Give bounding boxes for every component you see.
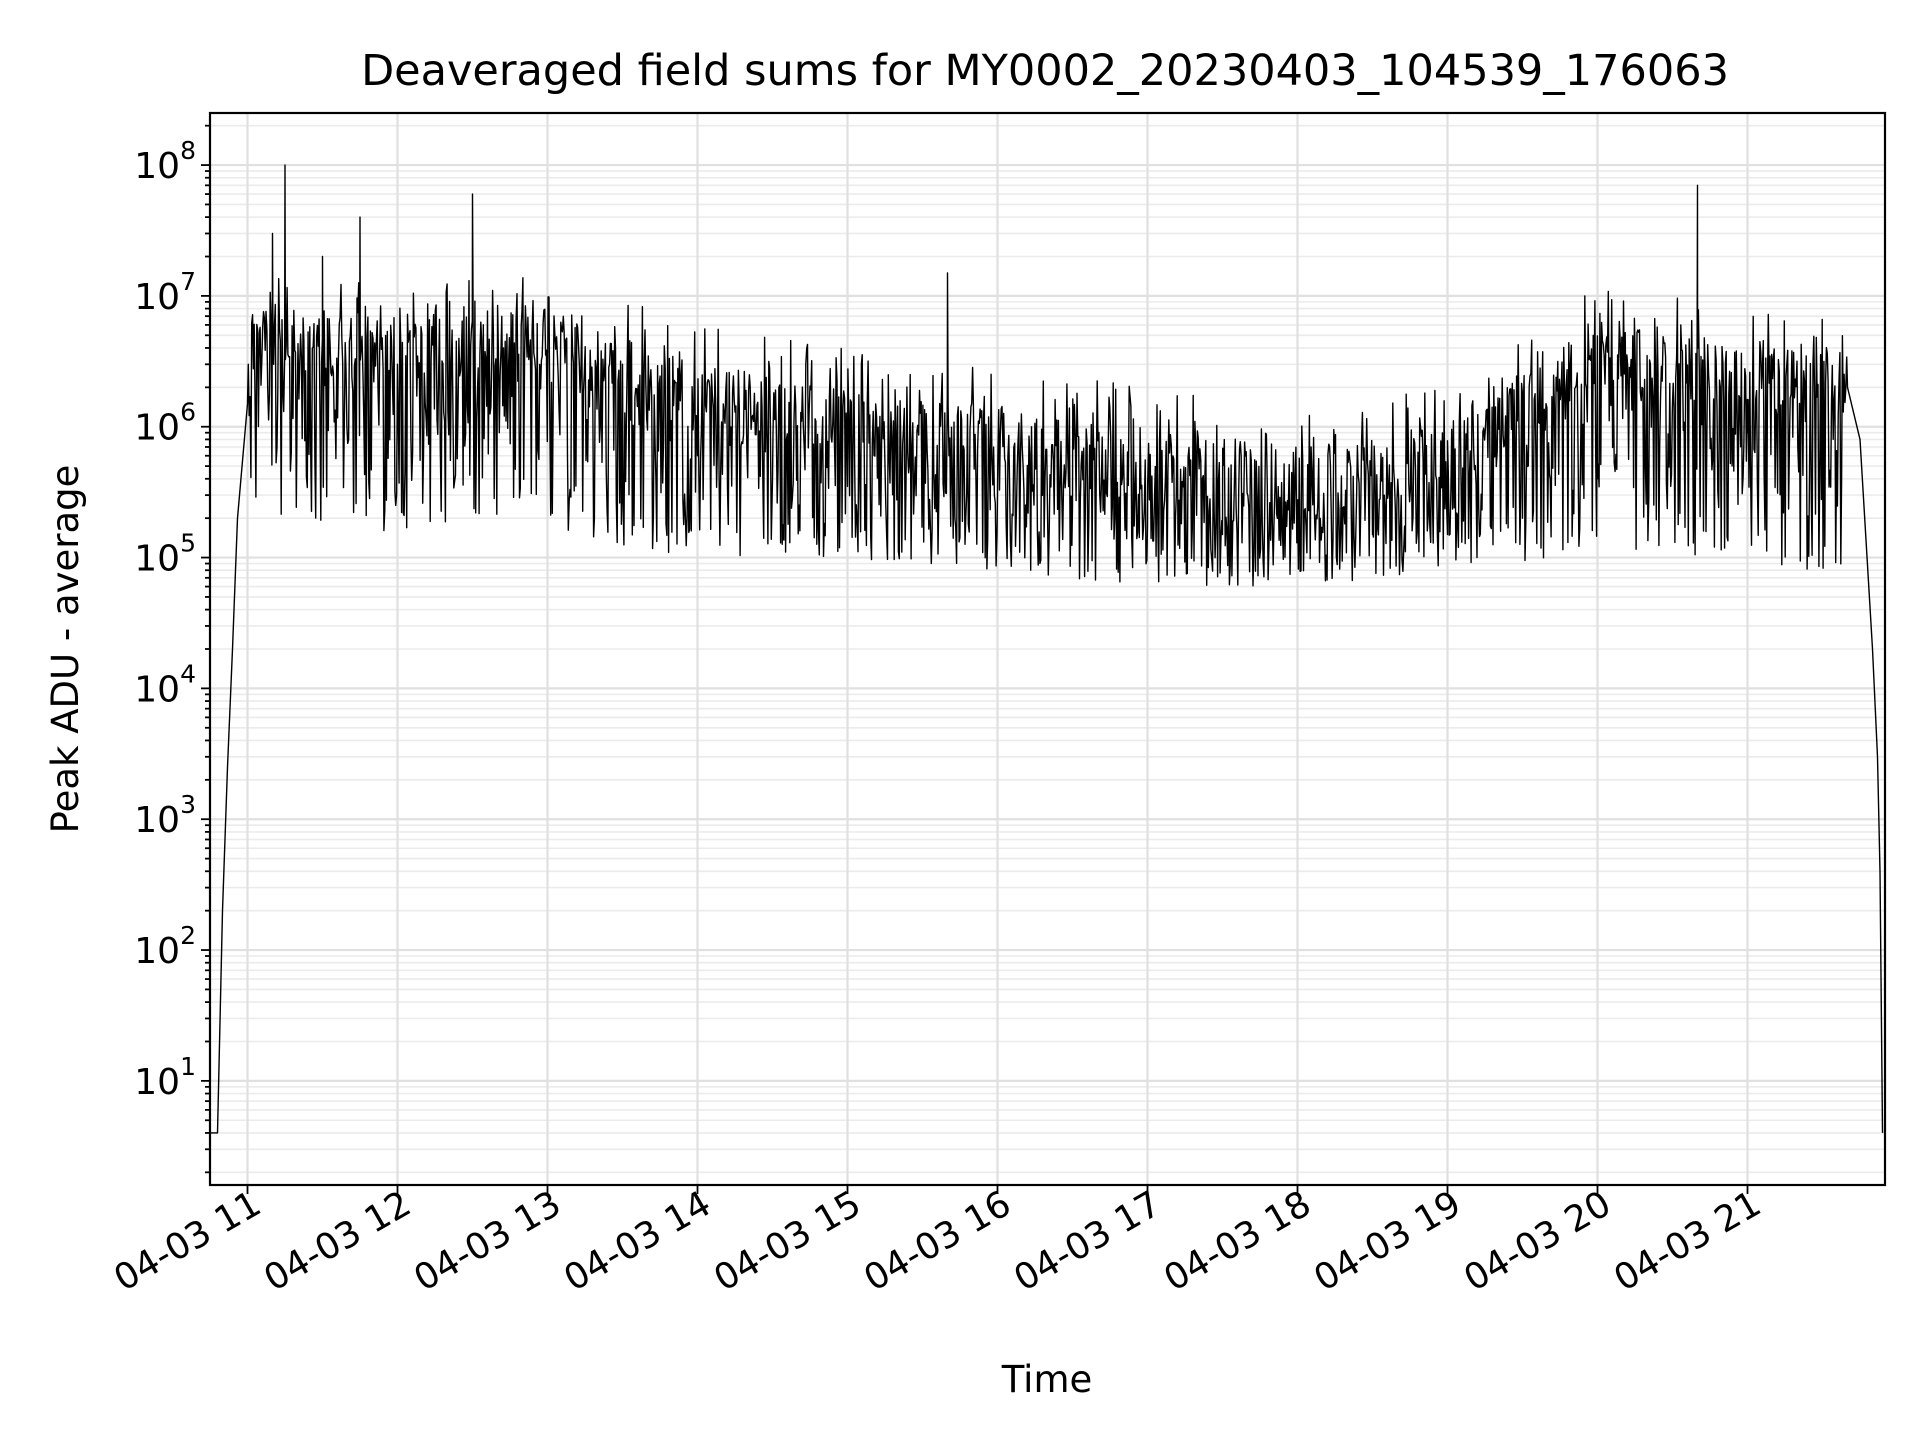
y-tick-label: 102 [134,921,196,972]
y-tick-label: 108 [134,136,196,187]
y-tick-label: 103 [134,790,196,841]
y-tick-label: 107 [134,267,196,318]
y-tick-label: 101 [134,1052,196,1103]
y-tick-label: 104 [134,659,196,710]
y-tick-label: 105 [134,529,196,580]
x-axis-label: Time [1001,1358,1093,1401]
y-tick-label: 106 [134,398,196,449]
chart-title: Deaveraged field sums for MY0002_2023040… [361,46,1729,96]
plot-frame [208,111,1887,1187]
grid [210,113,1885,1185]
y-axis-label: Peak ADU - average [44,465,87,834]
series-line [210,164,1884,1134]
